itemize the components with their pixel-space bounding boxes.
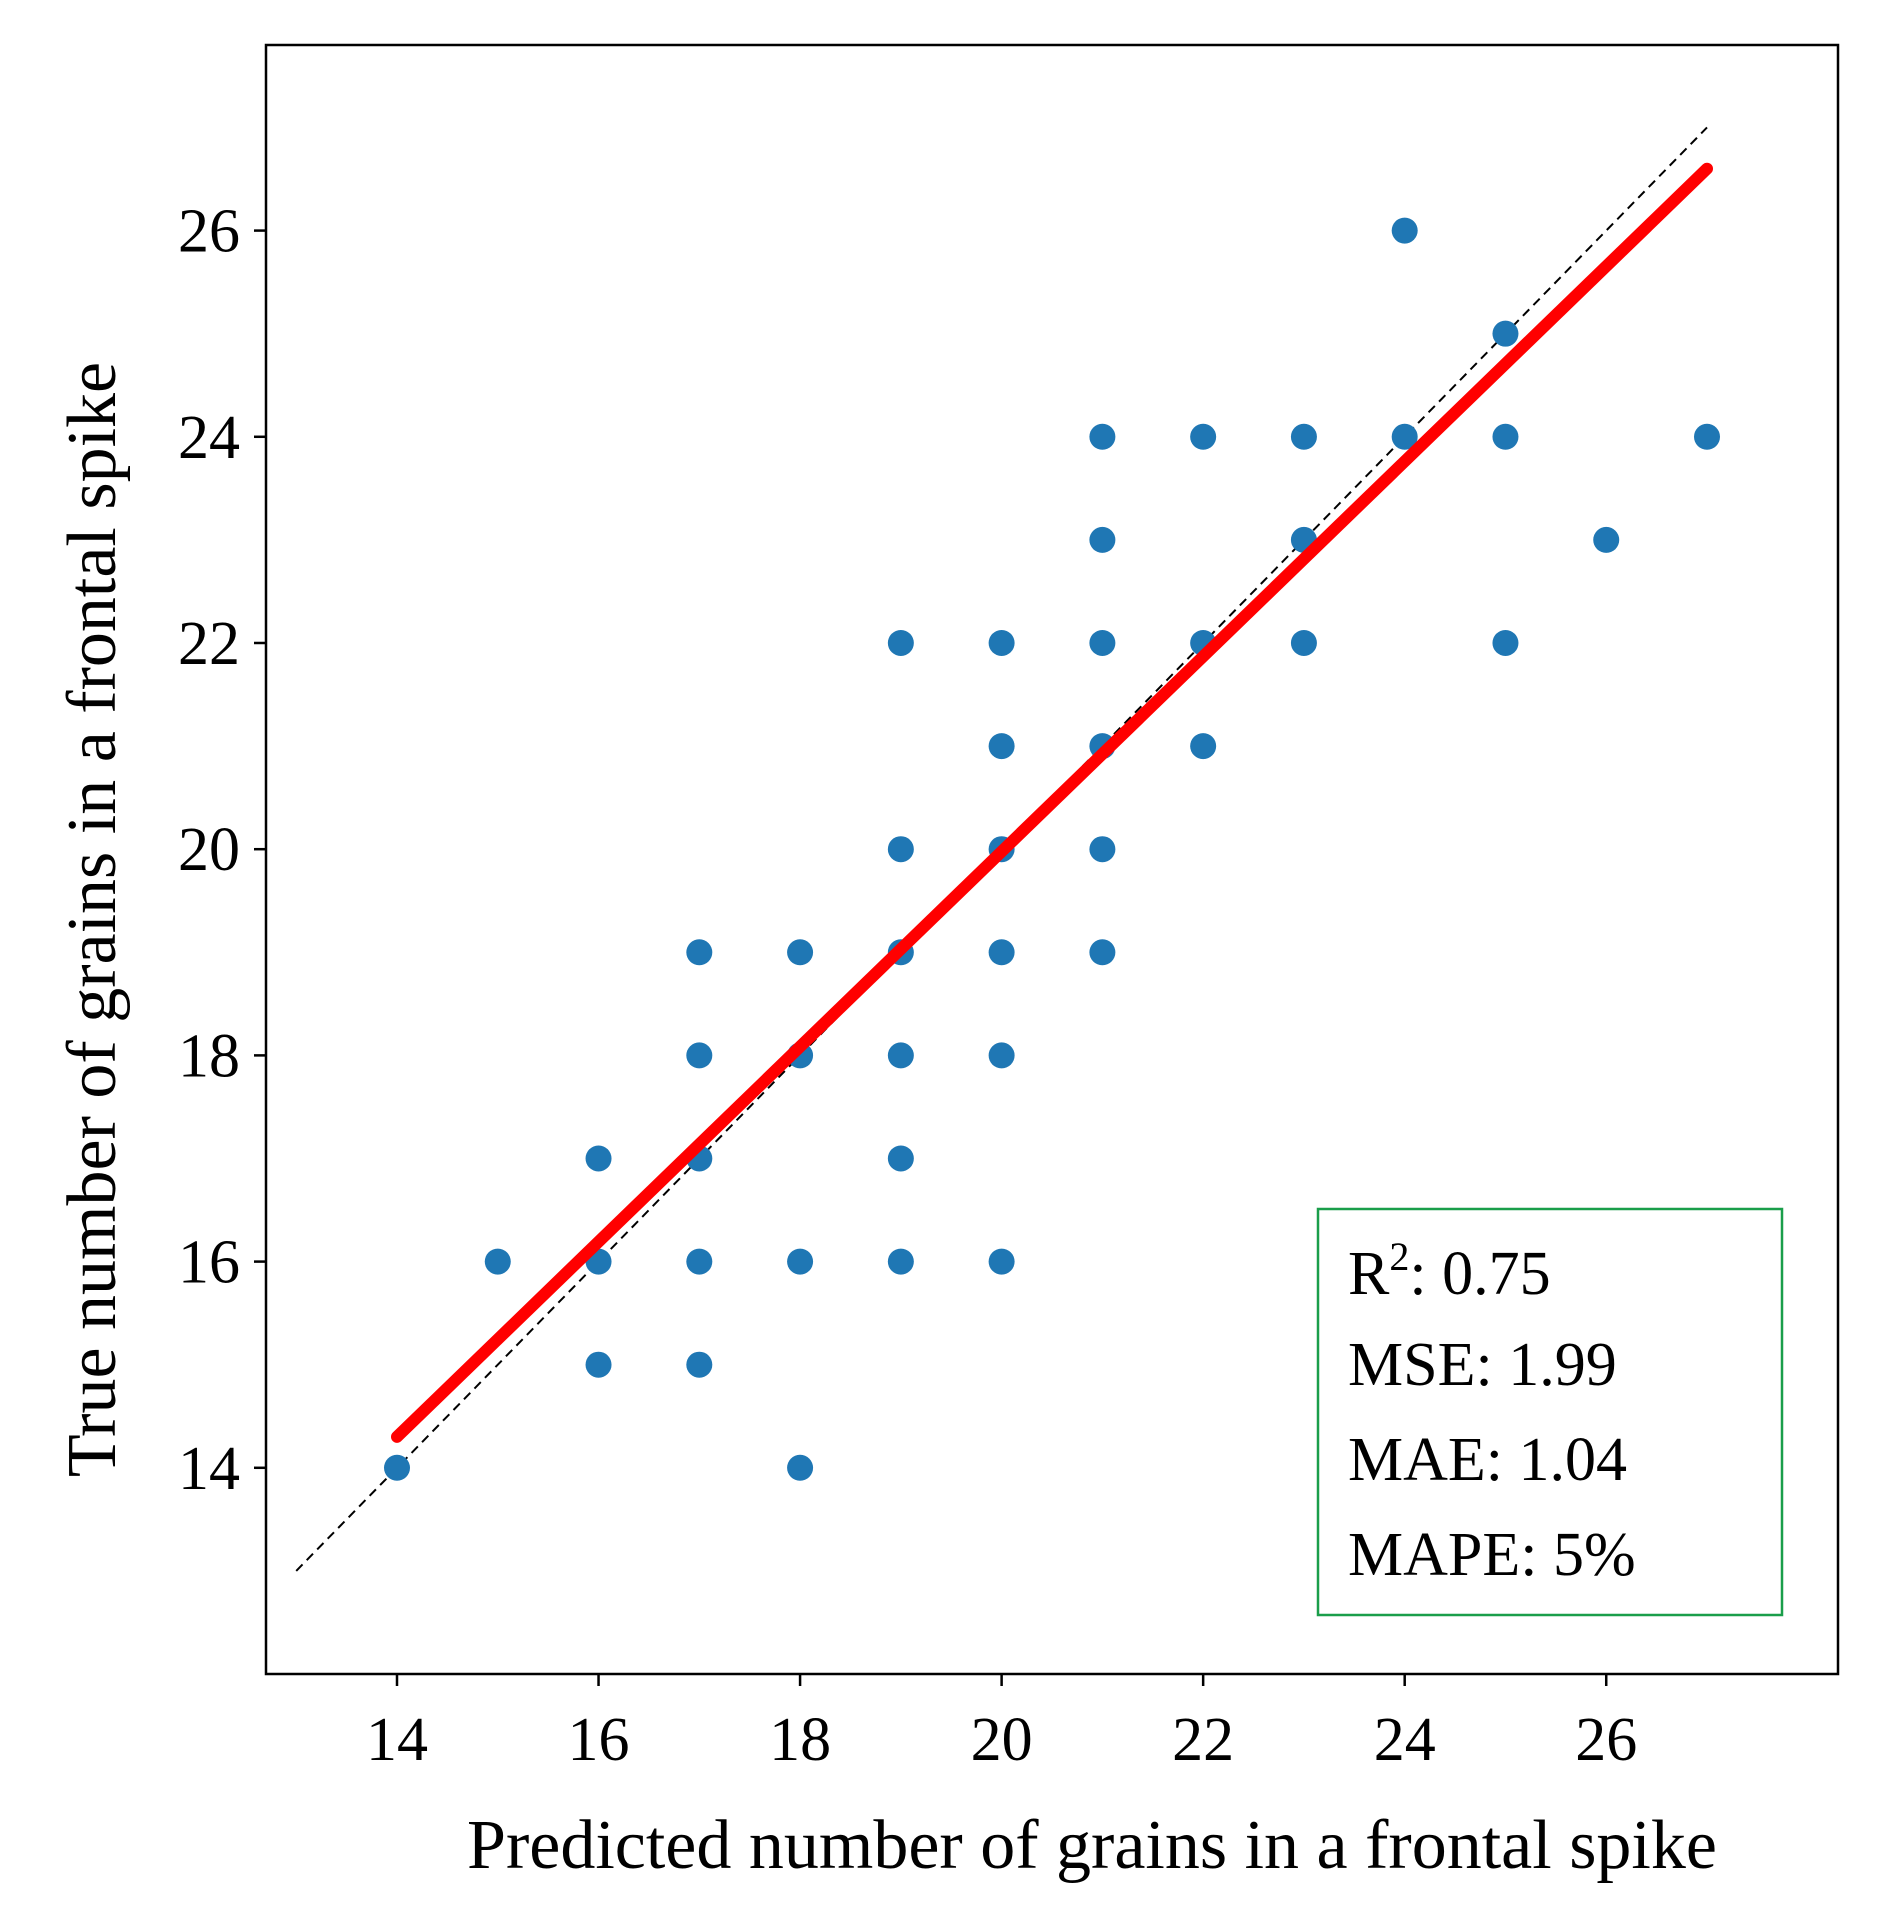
stats-box: R2: 0.75 MSE: 1.99 MAE: 1.04 MAPE: 5% <box>1316 1207 1784 1617</box>
scatter-point <box>887 629 914 656</box>
x-axis-label: Predicted number of grains in a frontal … <box>467 1807 1717 1884</box>
fit-line-layer <box>391 162 1713 1443</box>
scatter-point <box>1290 423 1317 450</box>
scatter-point <box>1190 423 1217 450</box>
x-tick-label: 16 <box>568 1706 630 1774</box>
scatter-point <box>585 1145 612 1172</box>
scatter-point <box>988 1042 1015 1069</box>
x-tick-label: 14 <box>366 1706 428 1774</box>
scatter-point <box>1492 320 1519 347</box>
y-tick-label: 20 <box>178 816 240 884</box>
y-tick-label: 22 <box>178 610 240 678</box>
stat-r2-superscript: 2 <box>1389 1234 1409 1279</box>
scatter-point <box>585 1351 612 1378</box>
x-axis-ticks: 14 16 18 20 22 24 26 <box>366 1674 1637 1774</box>
scatter-point <box>887 1145 914 1172</box>
x-tick-label: 22 <box>1172 1706 1234 1774</box>
scatter-point <box>686 1248 713 1275</box>
stat-r2: R2: 0.75 <box>1348 1234 1551 1308</box>
scatter-point <box>787 1454 814 1481</box>
scatter-point <box>1089 836 1116 863</box>
x-tick-label: 20 <box>971 1706 1033 1774</box>
y-tick-label: 24 <box>178 404 240 472</box>
scatter-point <box>384 1454 410 1481</box>
x-tick-label: 18 <box>769 1706 831 1774</box>
stat-r2-letter: R <box>1348 1240 1390 1308</box>
scatter-point <box>1290 629 1317 656</box>
scatter-point <box>1391 217 1418 244</box>
scatter-point <box>1190 733 1217 760</box>
scatter-point <box>1089 423 1116 450</box>
scatter-point <box>887 1248 914 1275</box>
scatter-point <box>887 836 914 863</box>
y-tick-label: 14 <box>178 1435 240 1503</box>
scatter-point <box>787 1248 814 1275</box>
scatter-point <box>1089 939 1116 966</box>
stat-mape: MAPE: 5% <box>1348 1521 1636 1589</box>
stat-mse: MSE: 1.99 <box>1348 1331 1617 1399</box>
scatter-point <box>484 1248 511 1275</box>
scatter-point <box>1593 526 1620 553</box>
scatter-point <box>1391 423 1418 450</box>
scatter-point <box>1492 629 1519 656</box>
scatter-point <box>686 939 713 966</box>
scatter-point <box>787 939 814 966</box>
scatter-point <box>686 1042 713 1069</box>
scatter-point <box>988 629 1015 656</box>
x-tick-label: 26 <box>1575 1706 1637 1774</box>
scatter-point <box>686 1351 713 1378</box>
fit-line <box>391 162 1713 1443</box>
y-tick-label: 26 <box>178 198 240 266</box>
x-tick-label: 24 <box>1374 1706 1436 1774</box>
stat-r2-value: : 0.75 <box>1409 1240 1550 1308</box>
scatter-point <box>1492 423 1519 450</box>
scatter-point <box>988 939 1015 966</box>
y-tick-label: 18 <box>178 1022 240 1090</box>
plot-frame <box>264 43 1840 1676</box>
scatter-point <box>1089 629 1116 656</box>
scatter-point <box>988 733 1015 760</box>
scatter-point <box>1089 526 1116 553</box>
stats-box-border <box>1316 1207 1784 1617</box>
scatter-point <box>988 1248 1015 1275</box>
scatter-point <box>887 1042 914 1069</box>
scatter-point <box>1694 423 1720 450</box>
stat-mae: MAE: 1.04 <box>1348 1426 1627 1494</box>
y-axis-ticks: 14 16 18 20 22 24 26 <box>178 198 266 1503</box>
y-tick-label: 16 <box>178 1229 240 1297</box>
y-axis-label: True number of grains in a frontal spike <box>54 362 131 1477</box>
